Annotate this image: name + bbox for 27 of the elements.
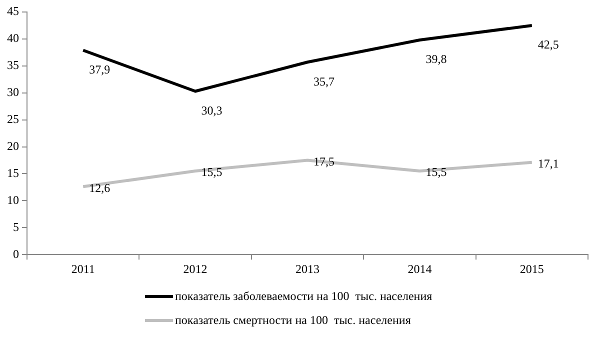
data-label: 37,9 — [89, 62, 110, 76]
data-label: 30,3 — [201, 103, 222, 118]
y-tick-label: 15 — [7, 166, 19, 180]
y-tick-label: 5 — [13, 220, 19, 234]
y-tick-label: 10 — [7, 192, 19, 207]
data-label: 39,8 — [426, 52, 447, 66]
data-label: 17,1 — [538, 156, 559, 171]
y-tick-label: 30 — [7, 85, 19, 100]
y-tick-label: 40 — [7, 31, 19, 46]
legend-label: показатель заболеваемости на 100 тыс. населения — [175, 288, 432, 304]
y-tick-label: 0 — [13, 246, 19, 261]
data-label: 35,7 — [314, 74, 334, 88]
x-tick-label: 2015 — [520, 262, 544, 276]
x-tick-label: 2014 — [408, 262, 432, 276]
data-label: 12,6 — [89, 180, 110, 195]
x-tick-label: 2012 — [183, 262, 208, 276]
y-tick-label: 35 — [7, 58, 19, 72]
legend-label: показатель смертности на 100 тыс. населения — [175, 312, 411, 328]
data-label: 15,5 — [426, 165, 447, 180]
data-label: 17,5 — [314, 154, 334, 168]
data-label: 42,5 — [538, 38, 559, 52]
x-tick-label: 2011 — [71, 262, 95, 276]
y-tick-label: 25 — [7, 112, 19, 126]
data-label: 15,5 — [201, 165, 222, 180]
x-tick-label: 2013 — [296, 262, 320, 276]
y-tick-label: 20 — [7, 138, 19, 153]
y-tick-label: 45 — [7, 4, 19, 18]
